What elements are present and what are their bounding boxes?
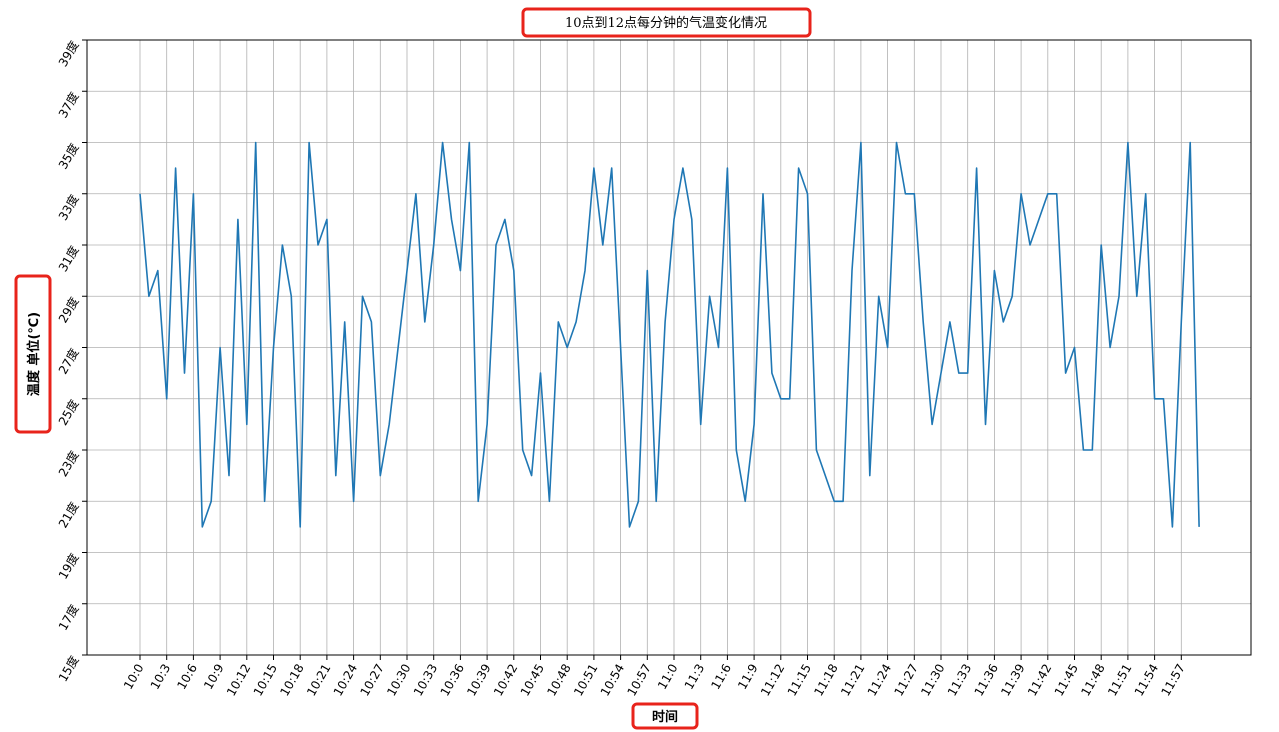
- y-tick-label: 27度: [55, 346, 82, 377]
- x-tick-label: 10:24: [331, 662, 360, 699]
- x-tick-label: 10:45: [518, 662, 547, 699]
- x-tick-label: 10:15: [251, 662, 280, 699]
- x-tick-label: 10:0: [121, 662, 147, 692]
- x-tick-label: 11:6: [708, 662, 734, 692]
- x-tick-label: 10:18: [277, 662, 306, 699]
- xlabel-highlight-box: [631, 702, 699, 730]
- x-tick-label: 10:9: [201, 662, 227, 692]
- x-tick-label: 11:18: [811, 662, 840, 699]
- y-tick-label: 29度: [55, 294, 82, 325]
- y-tick-label: 17度: [55, 602, 82, 633]
- series-layer: [139, 141, 1200, 528]
- x-tick-label: 10:30: [384, 662, 413, 699]
- x-tick-label: 10:36: [438, 662, 467, 699]
- x-axis-label: 时间: [652, 709, 678, 725]
- y-tick-label: 23度: [55, 448, 82, 479]
- x-tick-label: 11:3: [682, 662, 708, 692]
- x-tick-label: 11:9: [735, 662, 761, 692]
- x-tick-label: 10:48: [544, 662, 573, 699]
- x-tick-label: 10:27: [357, 662, 386, 699]
- x-tick-label: 11:24: [865, 662, 894, 699]
- y-tick-label: 39度: [55, 38, 82, 69]
- y-tick-label: 35度: [55, 141, 82, 172]
- x-tick-label: 11:45: [1052, 662, 1081, 699]
- x-tick-label: 11:57: [1158, 662, 1187, 699]
- y-tick-label: 37度: [55, 89, 82, 120]
- x-tick-label: 10:3: [148, 662, 174, 692]
- x-tick-label: 10:54: [598, 662, 627, 699]
- x-tick-label: 10:57: [624, 662, 653, 699]
- grid: [87, 39, 1251, 656]
- x-tick-label: 10:12: [224, 662, 253, 699]
- x-tick-label: 11:0: [655, 662, 681, 692]
- x-tick-label: 11:42: [1025, 662, 1054, 699]
- temperature-series-line: [139, 141, 1200, 528]
- y-tick-label: 15度: [55, 653, 82, 684]
- x-tick-label: 10:6: [174, 662, 200, 692]
- title-highlight-box: [521, 7, 812, 38]
- x-tick-label: 11:27: [891, 662, 920, 699]
- y-tick-label: 19度: [55, 551, 82, 582]
- x-tick-label: 11:12: [758, 662, 787, 699]
- y-tick-label: 31度: [55, 243, 82, 274]
- x-tick-label: 11:30: [918, 662, 947, 699]
- chart-title: 10点到12点每分钟的气温变化情况: [565, 15, 767, 31]
- x-tick-label: 10:51: [571, 662, 600, 699]
- x-tick-label: 10:42: [491, 662, 520, 699]
- x-tick-label: 11:21: [838, 662, 867, 699]
- x-tick-label: 10:39: [464, 662, 493, 699]
- x-tick-label: 11:33: [945, 662, 974, 699]
- y-tick-label: 25度: [55, 397, 82, 428]
- x-tick-label: 11:54: [1132, 662, 1161, 699]
- x-axis-ticks: 10:0 10:3 10:6 10:910:1210:1510:1810:2110:2…: [121, 655, 1188, 698]
- x-tick-label: 11:48: [1078, 662, 1107, 699]
- x-tick-label: 10:33: [411, 662, 440, 699]
- y-axis-ticks: 15度 17度 19度 21度 23度 25度 27度 29度 31度 33度 35度 37度 39度: [55, 38, 87, 684]
- x-tick-label: 11:36: [972, 662, 1001, 699]
- x-tick-label: 11:51: [1105, 662, 1134, 699]
- y-tick-label: 21度: [55, 499, 82, 530]
- ylabel-highlight-box: [14, 274, 52, 434]
- x-tick-label: 11:39: [998, 662, 1027, 699]
- y-axis-label: 温度 单位(℃): [26, 312, 42, 396]
- y-tick-label: 33度: [55, 192, 82, 223]
- x-tick-label: 10:21: [304, 662, 333, 699]
- x-tick-label: 11:15: [785, 662, 814, 699]
